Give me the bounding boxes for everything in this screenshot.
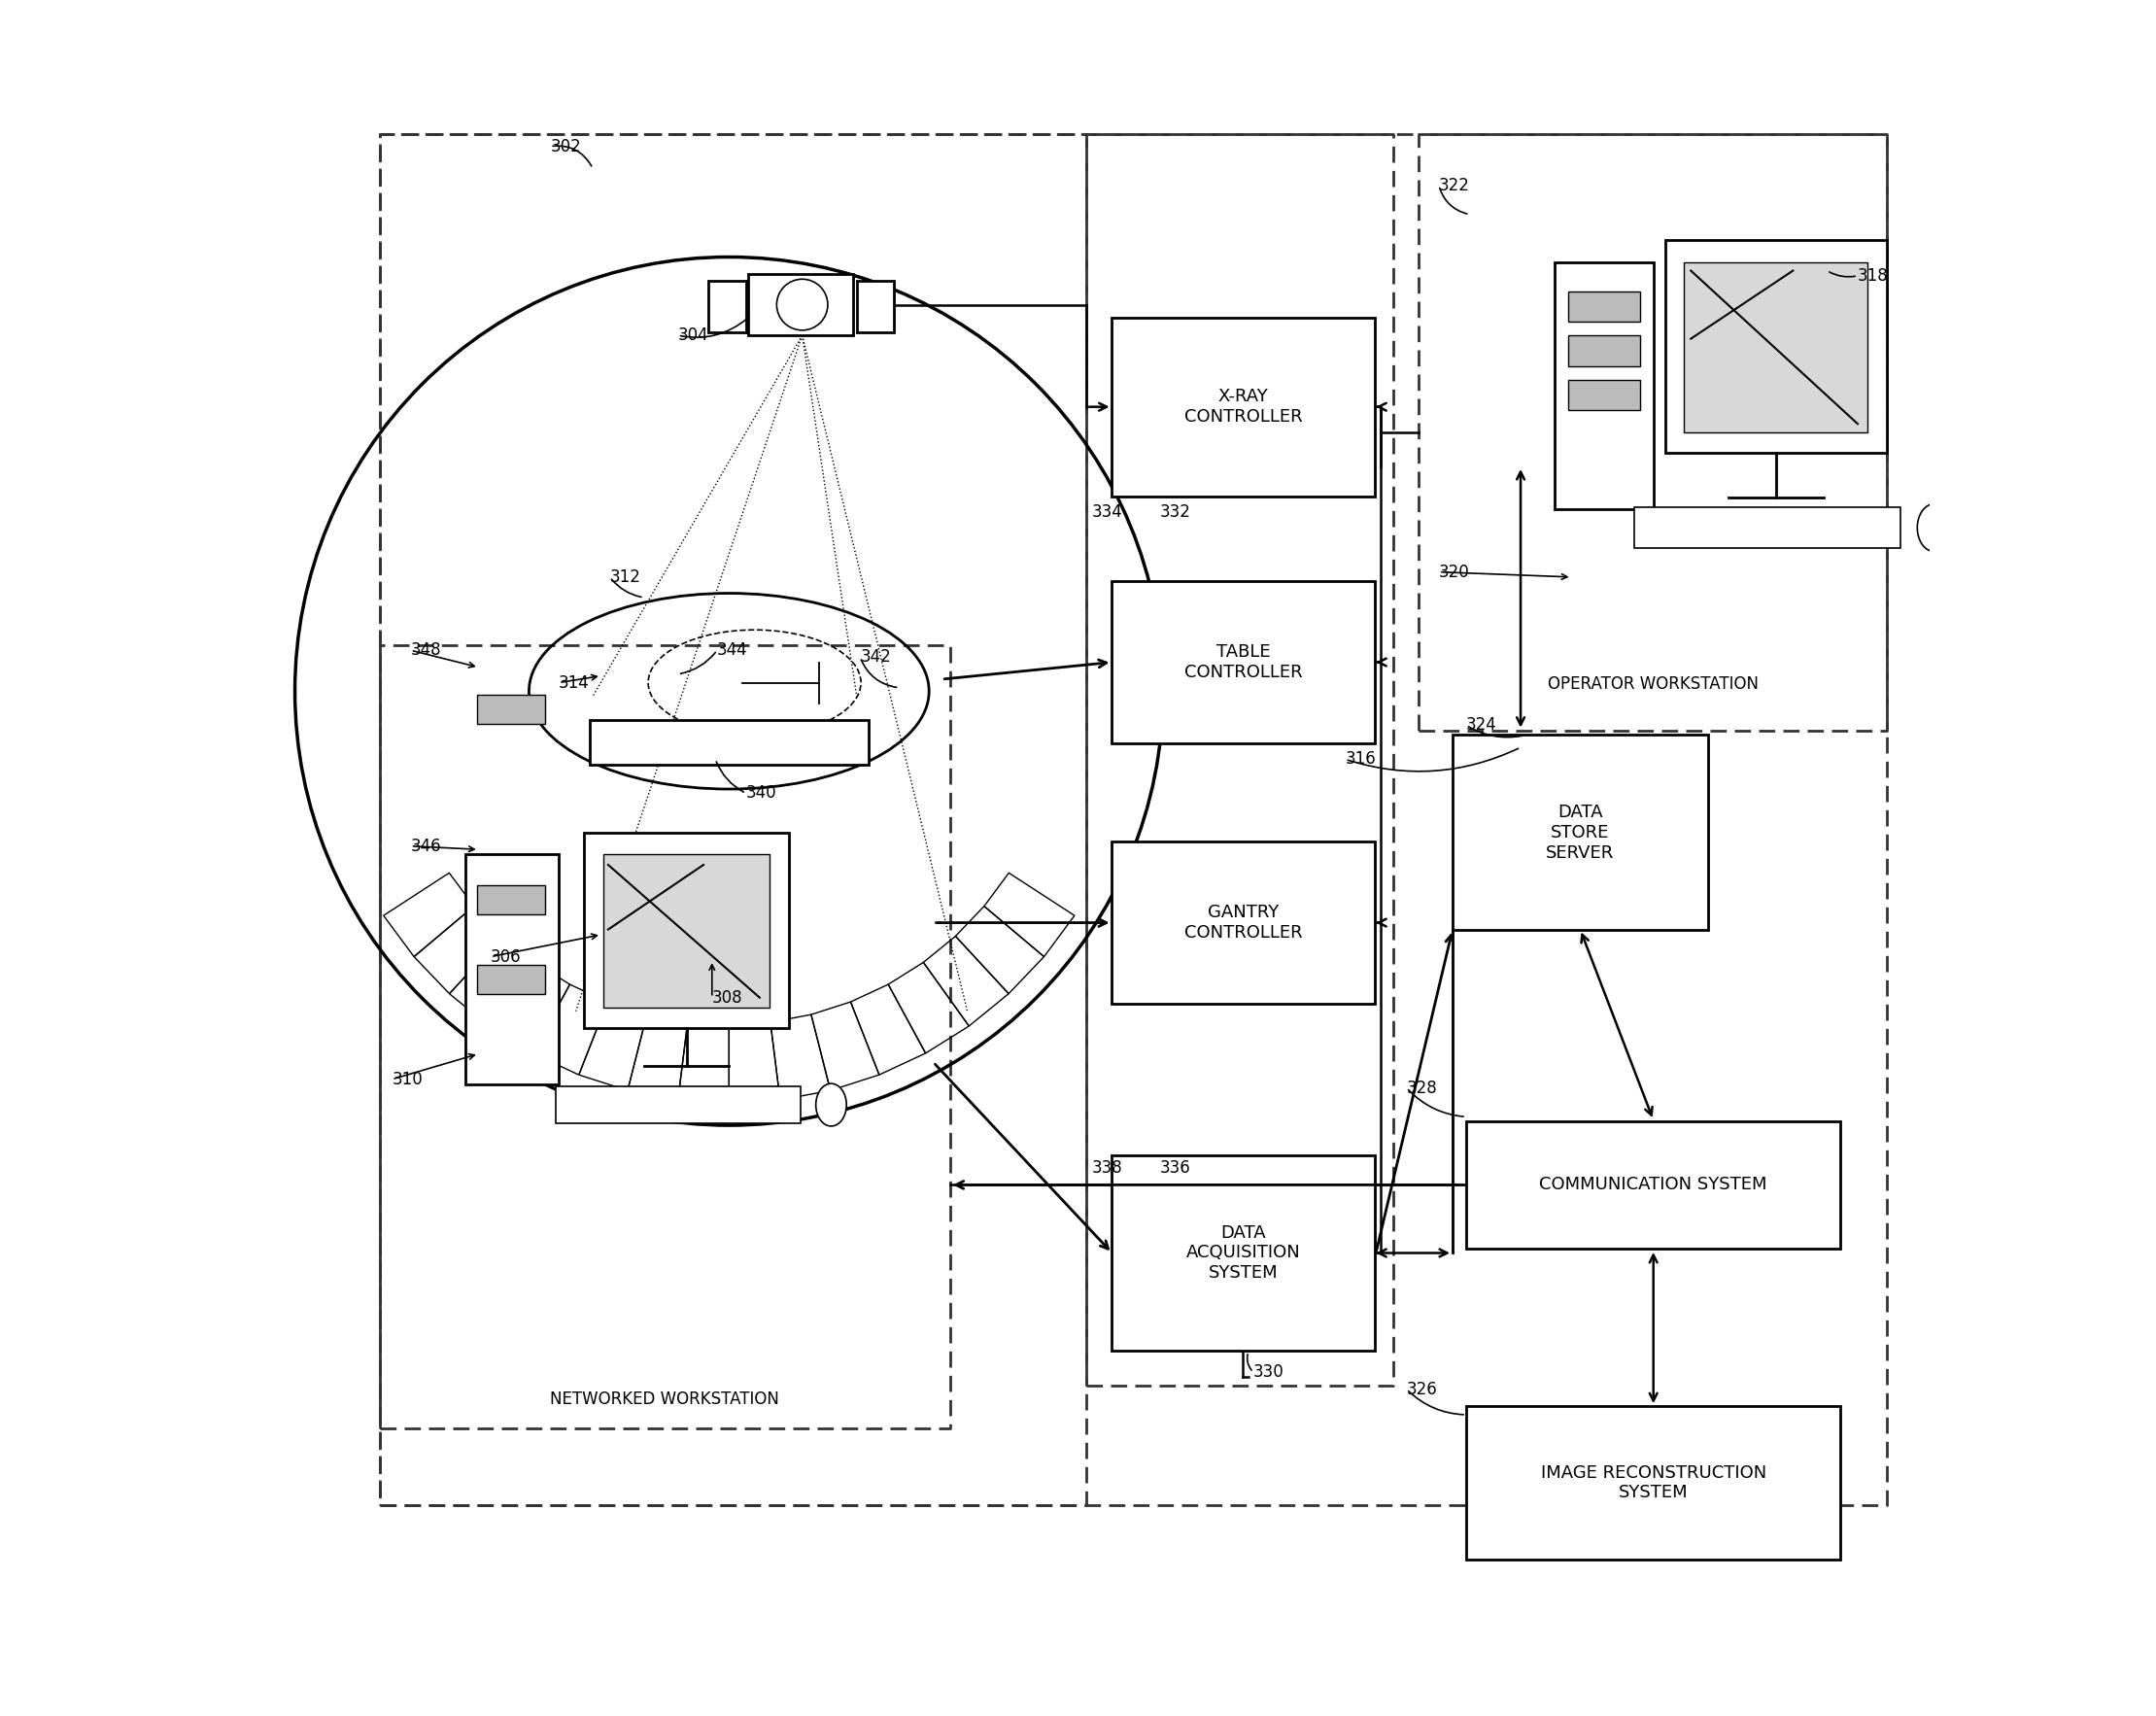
Bar — [604, 855, 770, 1007]
Text: 336: 336 — [1160, 1158, 1190, 1177]
FancyBboxPatch shape — [1634, 508, 1899, 547]
Bar — [589, 721, 869, 764]
Text: DATA
STORE
SERVER: DATA STORE SERVER — [1546, 803, 1615, 861]
Text: 318: 318 — [1858, 268, 1889, 285]
Text: 304: 304 — [677, 326, 709, 345]
Text: 324: 324 — [1466, 717, 1496, 734]
Text: 302: 302 — [550, 137, 582, 154]
Text: 310: 310 — [392, 1071, 423, 1088]
Text: 314: 314 — [558, 674, 589, 692]
Bar — [748, 275, 854, 335]
Text: IMAGE RECONSTRUCTION
SYSTEM: IMAGE RECONSTRUCTION SYSTEM — [1542, 1464, 1766, 1502]
FancyBboxPatch shape — [1453, 734, 1708, 930]
Text: 346: 346 — [410, 837, 442, 855]
Bar — [856, 281, 895, 331]
FancyBboxPatch shape — [1110, 317, 1376, 496]
Text: 328: 328 — [1406, 1079, 1438, 1097]
Text: 330: 330 — [1253, 1364, 1285, 1381]
Text: COMMUNICATION SYSTEM: COMMUNICATION SYSTEM — [1539, 1175, 1768, 1194]
Bar — [476, 966, 545, 994]
Text: 316: 316 — [1345, 750, 1376, 769]
Bar — [709, 281, 746, 331]
FancyBboxPatch shape — [1466, 1405, 1841, 1560]
Text: 348: 348 — [410, 642, 442, 659]
Text: 320: 320 — [1438, 563, 1470, 580]
Text: 312: 312 — [610, 568, 640, 585]
FancyBboxPatch shape — [466, 855, 558, 1085]
Text: 322: 322 — [1438, 177, 1470, 194]
Text: 342: 342 — [860, 649, 890, 666]
Ellipse shape — [1917, 505, 1951, 551]
FancyBboxPatch shape — [556, 1086, 800, 1124]
Text: 340: 340 — [746, 784, 776, 801]
FancyBboxPatch shape — [1466, 1121, 1841, 1249]
Bar — [476, 885, 545, 915]
Text: 338: 338 — [1091, 1158, 1123, 1177]
Text: GANTRY
CONTROLLER: GANTRY CONTROLLER — [1184, 904, 1302, 942]
Bar — [1567, 292, 1641, 321]
Text: 326: 326 — [1406, 1380, 1438, 1399]
Text: DATA
ACQUISITION
SYSTEM: DATA ACQUISITION SYSTEM — [1186, 1224, 1300, 1282]
Text: X-RAY
CONTROLLER: X-RAY CONTROLLER — [1184, 388, 1302, 426]
FancyBboxPatch shape — [1110, 582, 1376, 743]
Bar — [1684, 263, 1867, 432]
Text: 332: 332 — [1160, 505, 1190, 522]
FancyBboxPatch shape — [1554, 263, 1654, 510]
FancyBboxPatch shape — [1110, 1155, 1376, 1350]
Bar — [1567, 379, 1641, 410]
FancyBboxPatch shape — [1664, 240, 1886, 453]
Bar — [1567, 335, 1641, 366]
Text: 306: 306 — [492, 947, 522, 966]
FancyBboxPatch shape — [1110, 843, 1376, 1004]
Text: TABLE
CONTROLLER: TABLE CONTROLLER — [1184, 644, 1302, 681]
FancyBboxPatch shape — [584, 832, 789, 1028]
Text: 308: 308 — [711, 988, 742, 1006]
Ellipse shape — [815, 1083, 847, 1126]
Text: 334: 334 — [1091, 505, 1123, 522]
Text: NETWORKED WORKSTATION: NETWORKED WORKSTATION — [550, 1390, 778, 1409]
Bar — [476, 695, 545, 724]
Text: OPERATOR WORKSTATION: OPERATOR WORKSTATION — [1548, 676, 1759, 693]
Text: 344: 344 — [718, 642, 748, 659]
